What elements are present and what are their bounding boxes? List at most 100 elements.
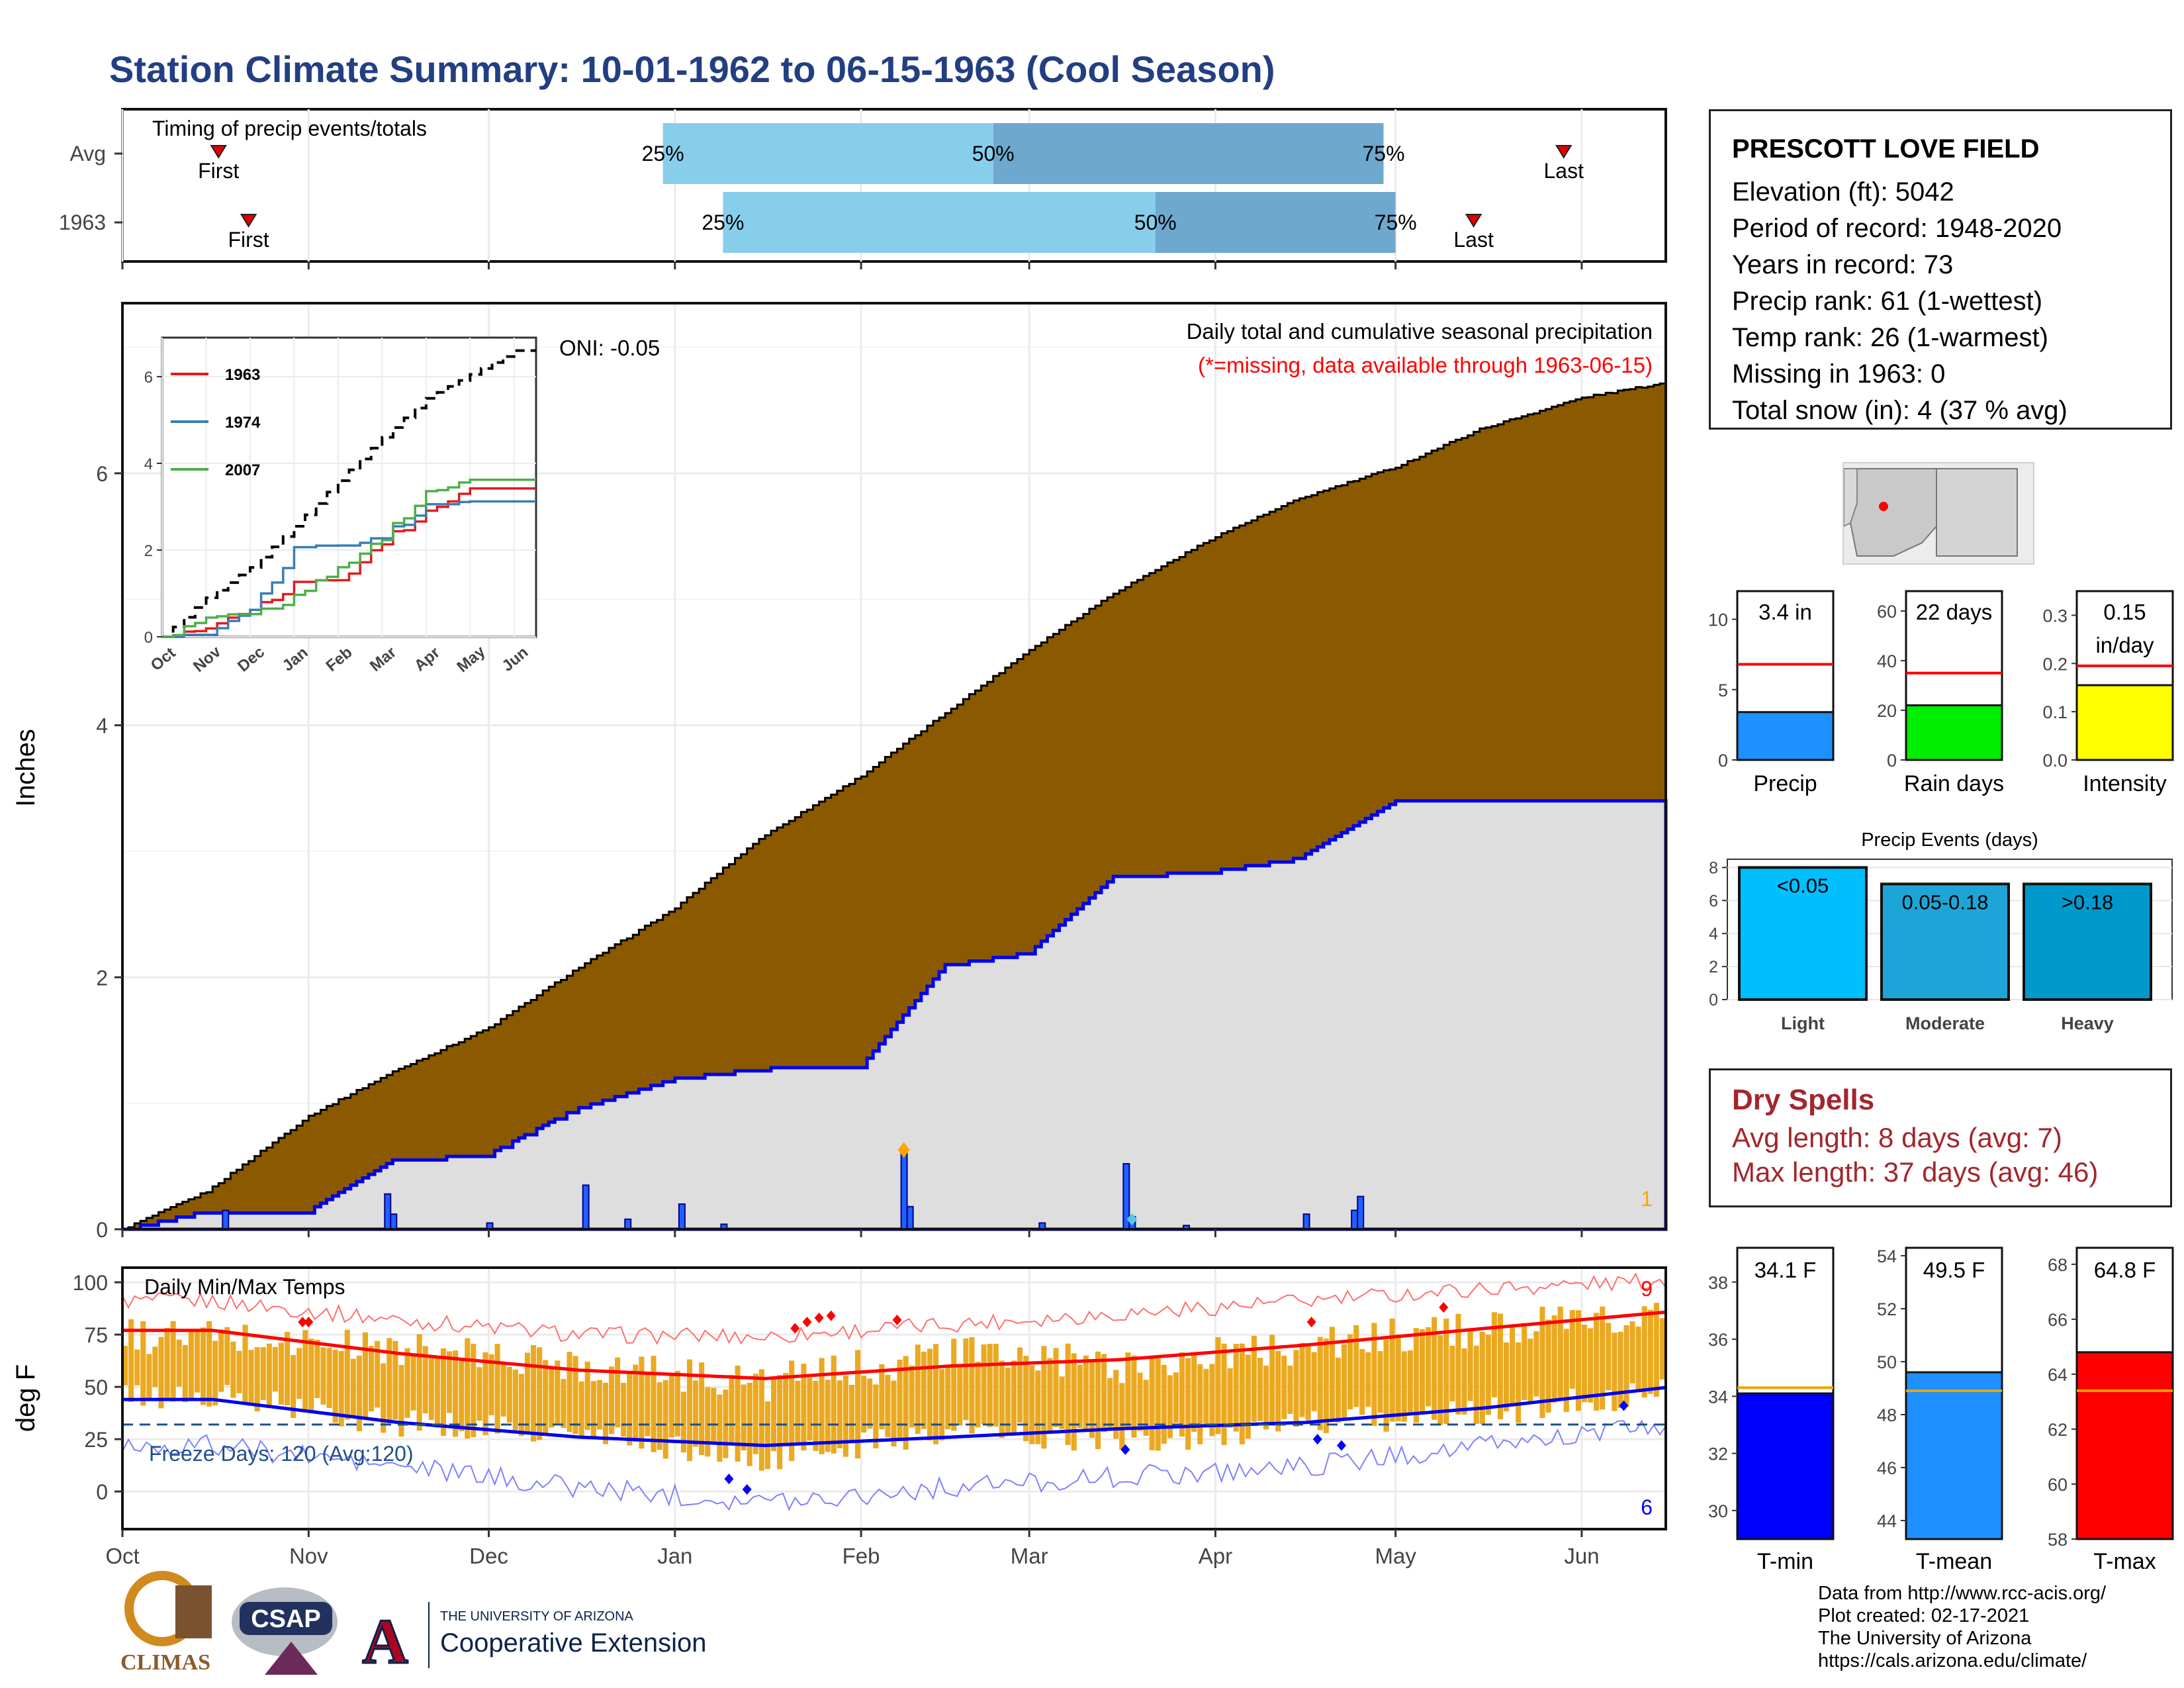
daily-temp-bar [1263,1366,1269,1430]
daily-temp-bar [272,1346,278,1392]
daily-temp-bar [1335,1357,1342,1423]
daily-temp-bar [1413,1328,1419,1423]
daily-temp-bar [1293,1350,1299,1427]
daily-temp-bar [1407,1350,1413,1413]
record-low-count: 6 [1641,1495,1653,1519]
daily-temp-bar [848,1384,855,1441]
daily-temp-bar [1125,1352,1131,1429]
daily-temp-bar [332,1349,338,1423]
ua-logo-letter: A [362,1606,408,1677]
daily-temp-bar [1101,1354,1107,1432]
daily-temp-bar [662,1380,668,1459]
daily-temp-bar [182,1344,188,1403]
summary-bar-panel: 0 5 10 3.4 in Precip 0 20 40 60 22 days Rain days 0… [1708,590,2174,796]
daily-temp-bar [1659,1318,1665,1380]
daily-temp-bar [1245,1354,1251,1439]
record-high-line [122,1272,1666,1345]
daily-temp-bar [1299,1342,1305,1417]
daily-temp-bar [1071,1353,1077,1451]
daily-temp-bar [633,1364,639,1442]
daily-temp-bar [1461,1348,1467,1415]
month-label: Oct [105,1544,139,1568]
daily-temp-bar [1653,1303,1659,1397]
record-low-marker [1337,1440,1347,1451]
daily-temp-bar [308,1338,314,1413]
daily-temp-bar [356,1355,362,1432]
daily-temp-bar [1516,1342,1522,1423]
daily-temp-bar [1275,1350,1281,1432]
first-event-marker [210,145,227,159]
daily-temp-bar [1383,1340,1389,1432]
daily-temp-bar [1551,1315,1557,1403]
daily-temp-bar [1485,1335,1491,1415]
events-title: Precip Events (days) [1861,829,2038,851]
daily-precip-bar [1357,1196,1365,1231]
oni-label: ONI: -0.05 [559,336,660,360]
daily-temp-bar [1479,1331,1485,1425]
daily-temp-bar [711,1387,717,1445]
daily-temp-bar [1647,1309,1653,1394]
summary-bar-value [2075,684,2174,761]
last-event-label: Last [1544,159,1584,183]
daily-temp-bar [1353,1325,1359,1407]
temp-ytick-label: 25 [84,1428,108,1452]
record-low-marker [742,1483,752,1495]
daily-temp-bar [831,1355,837,1454]
summary-bar-tick-label: 0.2 [2042,654,2068,674]
inset-frame [161,336,537,638]
daily-temp-bar [1053,1348,1059,1427]
daily-precip-bar [582,1184,590,1231]
daily-temp-bar [1323,1338,1329,1434]
record-high-marker [790,1323,800,1334]
daily-temp-bar [1600,1306,1606,1410]
daily-temp-bar [1023,1356,1029,1442]
daily-temp-bar [158,1336,164,1409]
daily-temp-bar [176,1339,182,1387]
daily-temp-bar [1197,1364,1203,1444]
daily-temp-bar [1426,1327,1432,1407]
daily-temp-bar [1527,1338,1533,1402]
station-name: PRESCOTT LOVE FIELD [1732,134,2040,164]
inset-legend-label: 1963 [225,366,260,384]
summary-bar-value-label: 0.15 [2103,600,2146,624]
daily-temp-bar [891,1380,897,1447]
daily-temp-bar [188,1331,194,1400]
events-tick-label: 0 [1709,991,1718,1009]
temp-summary-tick-label: 46 [1877,1458,1897,1478]
temp-summary-tick-label: 34 [1708,1387,1728,1407]
location-map [1843,462,2034,565]
daily-temp-bar [987,1343,993,1427]
temp-summary-tick-label: 64 [2048,1365,2068,1385]
daily-temp-bar [488,1354,494,1416]
daily-temp-bar [1173,1372,1179,1423]
daily-temp-bar [1107,1378,1113,1430]
temp-summary-tick-label: 36 [1708,1330,1728,1350]
quartile-50-75-bar [1155,192,1396,253]
temp-summary-tick-label: 68 [2048,1255,2068,1275]
daily-temp-bar [1155,1358,1161,1451]
daily-temp-bar [206,1321,212,1407]
daily-temp-bar [1317,1336,1323,1430]
daily-temp-bar [1311,1352,1317,1411]
record-high-marker [1306,1317,1316,1328]
events-bar [1880,882,2010,1001]
daily-temp-bar [555,1360,561,1426]
month-label: Apr [1199,1544,1232,1568]
daily-temp-bar [1203,1368,1209,1425]
daily-temp-bar [939,1369,945,1441]
daily-temp-bar [705,1387,711,1457]
daily-temp-bar [813,1380,819,1452]
daily-temp-bar [248,1350,254,1405]
daily-temp-bar [1113,1370,1119,1439]
daily-temp-bar [764,1401,770,1470]
daily-temp-bar [465,1338,471,1439]
ua-logo-small-text: THE UNIVERSITY OF ARIZONA [440,1609,634,1624]
daily-temp-bar [1359,1349,1365,1415]
daily-temp-bar [1629,1321,1635,1383]
dry-spells-title: Dry Spells [1732,1084,1875,1116]
daily-temp-bar [434,1356,440,1428]
daily-temp-bar [969,1336,975,1434]
temp-summary-value-label: 34.1 F [1754,1258,1817,1282]
dry-spells-max: Max length: 37 days (avg: 46) [1732,1156,2099,1188]
quartile-50-label: 50% [972,142,1015,165]
